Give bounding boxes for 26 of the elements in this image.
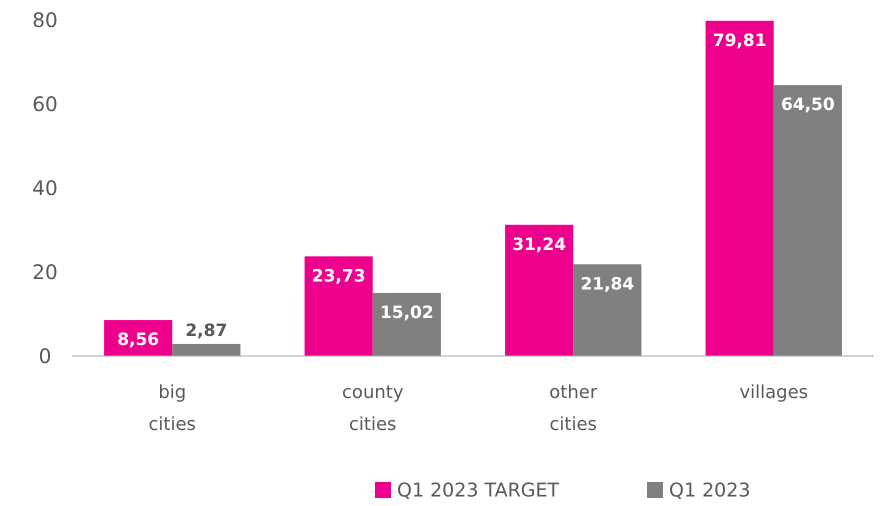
data-label: 2,87 — [185, 320, 228, 341]
bar — [573, 264, 642, 356]
bar — [172, 344, 240, 356]
y-tick-label: 60 — [32, 92, 58, 116]
y-tick-label: 0 — [38, 344, 52, 368]
x-tick-label: county cities — [342, 382, 404, 435]
data-label: 64,50 — [780, 95, 835, 116]
bar — [304, 256, 373, 356]
x-tick-label: villages — [739, 382, 808, 403]
bar — [505, 224, 574, 356]
bar — [706, 20, 774, 356]
bar — [774, 85, 842, 356]
x-tick-label: other cities — [549, 382, 598, 435]
legend-label: Q1 2023 TARGET — [397, 480, 560, 502]
y-tick-label: 40 — [32, 176, 58, 200]
y-tick-label: 80 — [32, 8, 58, 32]
bar — [372, 292, 441, 356]
data-label: 8,56 — [117, 330, 160, 350]
data-label: 23,73 — [312, 266, 366, 286]
data-label: 79,81 — [712, 30, 767, 51]
y-tick-label: 20 — [32, 260, 58, 284]
data-label: 31,24 — [512, 234, 566, 255]
data-label: 15,02 — [380, 302, 434, 323]
x-tick-label: big cities — [148, 382, 196, 435]
legend-label: Q1 2023 — [669, 480, 750, 502]
data-label: 21,84 — [580, 274, 634, 294]
